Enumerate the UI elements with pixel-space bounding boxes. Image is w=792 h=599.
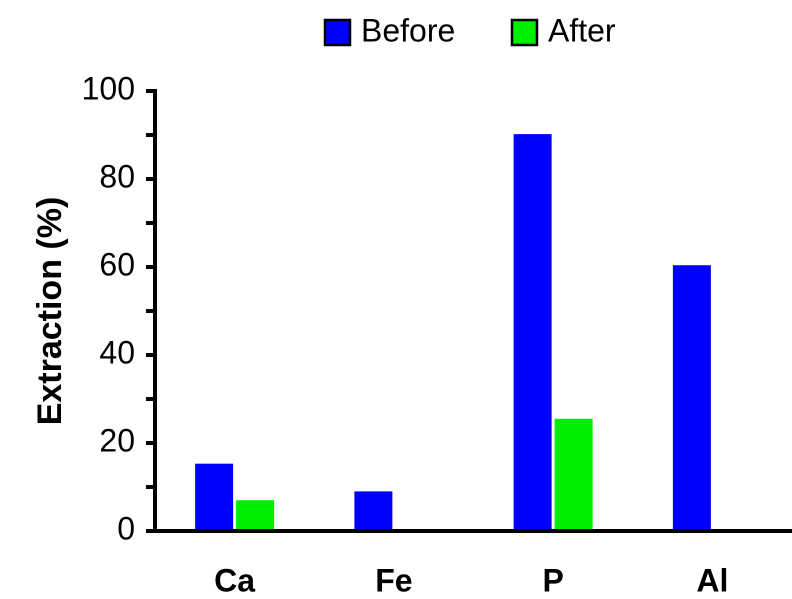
bar-after-ca (236, 500, 275, 531)
bar-before-al (672, 265, 711, 531)
legend-label-before: Before (361, 12, 455, 48)
legend-label-after: After (548, 12, 616, 48)
y-tick-label: 0 (117, 510, 135, 546)
bar-before-p (513, 134, 552, 531)
x-tick-label: Fe (375, 562, 412, 598)
bar-before-fe (354, 491, 393, 531)
x-tick-label: P (542, 562, 563, 598)
y-tick-label: 60 (99, 246, 135, 282)
legend-swatch-after (510, 18, 539, 47)
x-tick-label: Ca (214, 562, 255, 598)
x-axis: Ca Fe P Al (153, 529, 792, 598)
bar-after-p (554, 418, 593, 531)
bar-before-ca (195, 463, 234, 531)
y-tick-label: 20 (99, 422, 135, 458)
bars (195, 134, 752, 531)
y-axis: 0 20 40 60 80 100 (82, 70, 157, 546)
y-tick-label: 80 (99, 158, 135, 194)
y-tick-label: 100 (82, 70, 135, 106)
y-tick-label: 40 (99, 334, 135, 370)
legend-swatch-before (323, 18, 352, 47)
x-tick-label: Al (696, 562, 728, 598)
y-axis-label: Extraction (%) (31, 197, 69, 426)
legend: Before After (323, 12, 616, 48)
